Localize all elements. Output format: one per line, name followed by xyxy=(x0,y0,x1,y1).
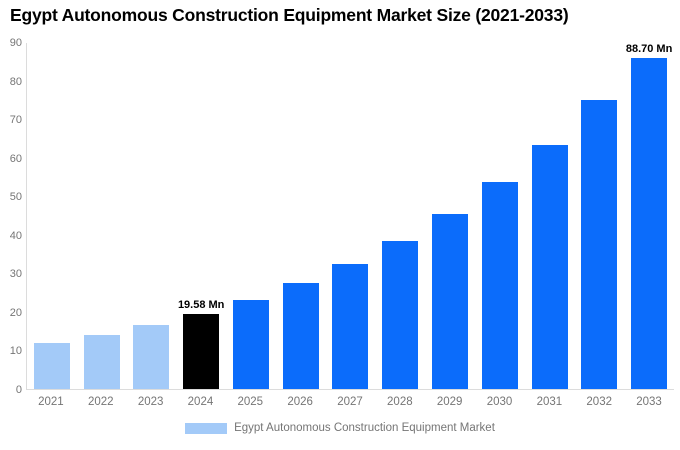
bar-slot-2024: 19.58 Mn xyxy=(176,43,226,389)
bar-slot-2029 xyxy=(425,43,475,389)
bar-2026 xyxy=(282,283,319,389)
bar-slot-2025 xyxy=(226,43,276,389)
x-tick-label-2022: 2022 xyxy=(87,396,114,408)
bars-area: 19.58 Mn 88.70 Mn xyxy=(27,43,674,389)
bar-2023 xyxy=(133,325,170,389)
y-tick-label: 40 xyxy=(9,229,22,242)
bar-slot-2021 xyxy=(27,43,77,389)
plot-area: 19.58 Mn 88.70 Mn xyxy=(26,43,674,390)
y-tick-label: 10 xyxy=(9,345,22,358)
bar-slot-2027 xyxy=(326,43,376,389)
bar-2021 xyxy=(33,343,70,389)
x-tick-label-2031: 2031 xyxy=(536,396,563,408)
x-tick-label-2027: 2027 xyxy=(337,396,363,408)
x-tick-label-2025: 2025 xyxy=(237,396,264,408)
chart-title: Egypt Autonomous Construction Equipment … xyxy=(10,5,569,25)
legend-item[interactable]: Egypt Autonomous Construction Equipment … xyxy=(0,422,680,434)
x-tick-label-2021: 2021 xyxy=(38,396,64,408)
bar-2027 xyxy=(332,264,369,389)
x-tick-label-2023: 2023 xyxy=(137,396,164,408)
bar-2033 xyxy=(631,58,668,389)
y-tick-label: 90 xyxy=(9,37,22,49)
x-tick-label-2028: 2028 xyxy=(387,396,413,408)
bar-slot-2032 xyxy=(574,43,624,389)
bar-2024 xyxy=(183,313,220,389)
bar-value-label-2033: 88.70 Mn xyxy=(625,43,673,55)
x-tick-label-2033: 2033 xyxy=(636,396,662,408)
legend-swatch xyxy=(185,422,228,434)
y-tick-label: 70 xyxy=(9,114,22,127)
y-tick-label: 30 xyxy=(9,268,22,281)
y-tick-label: 60 xyxy=(9,152,22,165)
x-tick-label-2032: 2032 xyxy=(586,396,612,408)
y-tick-label: 80 xyxy=(9,75,22,88)
y-tick-label: 0 xyxy=(15,384,22,396)
legend-label: Egypt Autonomous Construction Equipment … xyxy=(234,422,495,434)
y-tick-label: 20 xyxy=(9,306,22,319)
bar-2032 xyxy=(581,99,618,389)
bar-slot-2033: 88.70 Mn xyxy=(624,43,674,389)
bar-slot-2026 xyxy=(276,43,326,389)
bar-2028 xyxy=(382,241,419,389)
bar-2030 xyxy=(481,182,518,389)
bar-slot-2022 xyxy=(77,43,127,389)
bar-2025 xyxy=(232,299,269,389)
bar-slot-2023 xyxy=(127,43,177,389)
bar-2031 xyxy=(531,144,568,389)
x-axis: 2021 2022 2023 2024 2025 2026 2027 2028 2029 2030… xyxy=(26,396,674,408)
bar-2029 xyxy=(432,214,468,389)
bar-slot-2030 xyxy=(475,43,525,389)
x-tick-label-2029: 2029 xyxy=(436,396,463,408)
bar-slot-2031 xyxy=(525,43,575,389)
x-tick-label-2024: 2024 xyxy=(187,396,214,408)
bar-value-label-2024: 19.58 Mn xyxy=(177,298,225,311)
y-axis: 0 10 20 30 40 50 60 70 80 90 xyxy=(0,37,22,396)
y-tick-label: 50 xyxy=(9,191,22,204)
x-tick-label-2030: 2030 xyxy=(486,396,513,408)
bar-2022 xyxy=(83,335,120,389)
bar-slot-2028 xyxy=(375,43,425,389)
x-tick-label-2026: 2026 xyxy=(287,396,313,408)
